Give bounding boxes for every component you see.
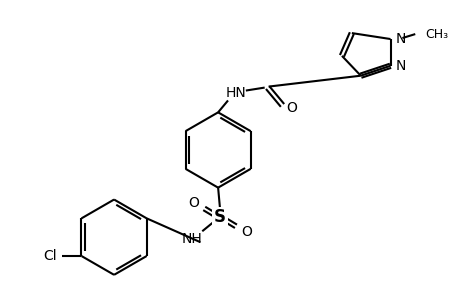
Text: O: O	[286, 101, 297, 116]
Text: CH₃: CH₃	[424, 28, 448, 40]
Text: NH: NH	[182, 232, 202, 246]
Text: HN: HN	[225, 85, 246, 100]
Text: N: N	[395, 59, 405, 73]
Text: S: S	[213, 208, 226, 226]
Text: N: N	[395, 32, 405, 46]
Text: O: O	[241, 225, 252, 239]
Text: Cl: Cl	[43, 249, 56, 263]
Text: O: O	[187, 196, 198, 209]
